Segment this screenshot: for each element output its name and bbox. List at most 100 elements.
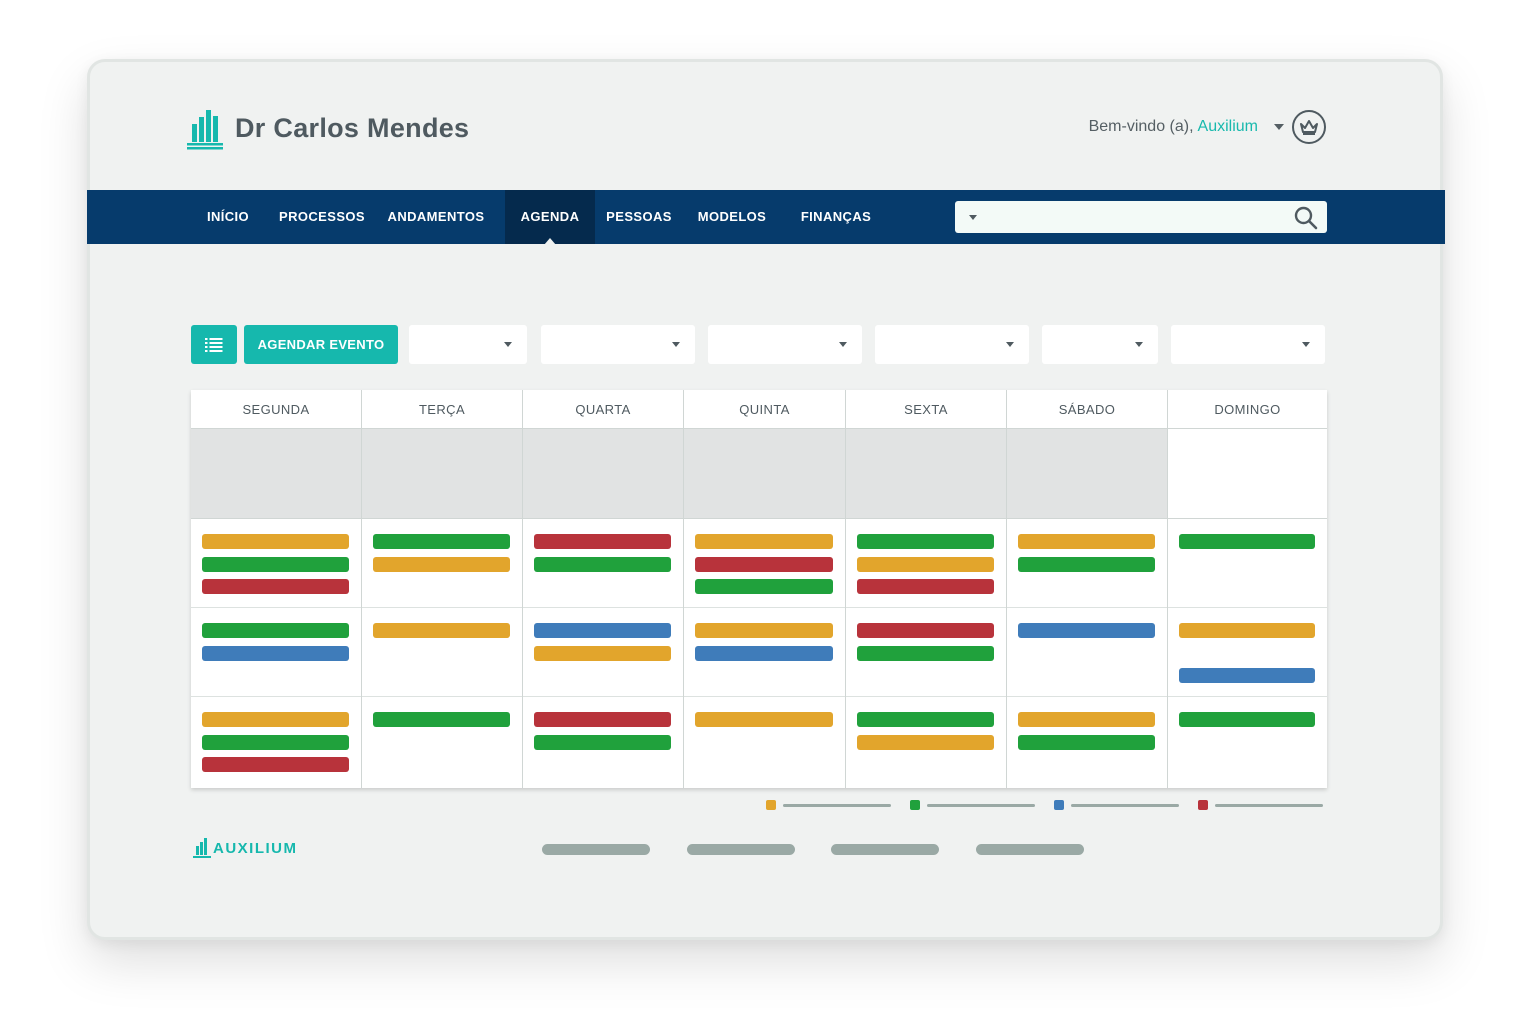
calendar-cell[interactable] xyxy=(1007,519,1167,608)
calendar-cell[interactable] xyxy=(1168,608,1327,697)
event-bar-green[interactable] xyxy=(202,734,349,750)
day-header: QUARTA xyxy=(523,390,683,429)
footer-link[interactable] xyxy=(831,844,939,855)
nav-item-processos[interactable]: PROCESSOS xyxy=(279,209,365,224)
calendar-cell[interactable] xyxy=(362,608,522,697)
event-bar-orange[interactable] xyxy=(373,623,510,638)
calendar-cell[interactable] xyxy=(684,519,845,608)
list-view-button[interactable] xyxy=(191,325,237,364)
event-bar-red[interactable] xyxy=(857,623,994,638)
footer-brand[interactable]: AUXILIUM xyxy=(193,837,298,859)
nav-item-agenda[interactable]: AGENDA xyxy=(505,190,595,245)
event-bar-green[interactable] xyxy=(202,556,349,572)
event-bar-orange[interactable] xyxy=(857,556,994,572)
event-bar-orange[interactable] xyxy=(373,556,510,572)
search-input[interactable] xyxy=(985,205,1285,229)
filter-select-5[interactable] xyxy=(1042,325,1158,364)
event-bar-green[interactable] xyxy=(1018,734,1155,750)
calendar-cell[interactable] xyxy=(191,608,361,697)
event-bar-green[interactable] xyxy=(373,712,510,727)
nav-item-inicio[interactable]: INÍCIO xyxy=(206,209,250,224)
calendar-cell[interactable] xyxy=(362,429,522,519)
calendar-cell[interactable] xyxy=(523,608,683,697)
event-bar-green[interactable] xyxy=(857,645,994,661)
calendar-cell[interactable] xyxy=(1168,519,1327,608)
event-bar-green[interactable] xyxy=(534,556,671,572)
event-bar-orange[interactable] xyxy=(695,534,833,549)
event-bar-blue[interactable] xyxy=(1179,668,1315,683)
event-bar-green[interactable] xyxy=(1179,712,1315,727)
event-bar-orange[interactable] xyxy=(202,712,349,727)
event-bar-orange[interactable] xyxy=(695,623,833,638)
event-bar-green[interactable] xyxy=(695,579,833,594)
footer-link[interactable] xyxy=(687,844,795,855)
calendar-cell[interactable] xyxy=(846,608,1006,697)
calendar-cell[interactable] xyxy=(846,697,1006,786)
search-icon[interactable] xyxy=(1293,205,1319,231)
event-bar-orange[interactable] xyxy=(857,734,994,750)
event-bar-blue[interactable] xyxy=(534,623,671,638)
event-bar-red[interactable] xyxy=(534,534,671,549)
event-bar-green[interactable] xyxy=(857,534,994,549)
event-bar-green[interactable] xyxy=(534,734,671,750)
avatar[interactable] xyxy=(1292,110,1326,144)
event-bar-orange[interactable] xyxy=(1018,534,1155,549)
event-bar-green[interactable] xyxy=(1179,534,1315,549)
event-bar-green[interactable] xyxy=(373,534,510,549)
calendar-cell[interactable] xyxy=(1168,697,1327,786)
event-bar-orange[interactable] xyxy=(1179,623,1315,638)
event-bar-red[interactable] xyxy=(534,712,671,727)
event-bar-green[interactable] xyxy=(202,623,349,638)
user-name-link[interactable]: Auxilium xyxy=(1197,118,1258,135)
nav-item-financas[interactable]: FINANÇAS xyxy=(800,209,872,224)
filter-select-6[interactable] xyxy=(1171,325,1325,364)
event-bar-blue[interactable] xyxy=(202,645,349,661)
calendar-cell[interactable] xyxy=(191,519,361,608)
nav-item-pessoas[interactable]: PESSOAS xyxy=(606,209,672,224)
calendar-cell[interactable] xyxy=(362,519,522,608)
nav-item-andamentos[interactable]: ANDAMENTOS xyxy=(387,209,485,224)
filter-select-1[interactable] xyxy=(409,325,527,364)
calendar-cell[interactable] xyxy=(191,697,361,786)
footer-link[interactable] xyxy=(542,844,650,855)
legend-swatch xyxy=(910,800,920,810)
event-bar-orange[interactable] xyxy=(534,645,671,661)
calendar-cell[interactable] xyxy=(523,429,683,519)
calendar-cell[interactable] xyxy=(1168,429,1327,519)
nav-item-modelos[interactable]: MODELOS xyxy=(697,209,767,224)
chevron-down-icon[interactable] xyxy=(1274,124,1284,130)
event-bar-orange[interactable] xyxy=(202,534,349,549)
event-bar-blue[interactable] xyxy=(1018,623,1155,638)
schedule-event-button[interactable]: AGENDAR EVENTO xyxy=(244,325,398,364)
event-bar-orange[interactable] xyxy=(695,712,833,727)
calendar-cell[interactable] xyxy=(684,429,845,519)
event-bar-orange[interactable] xyxy=(1018,712,1155,727)
search-filter-dropdown[interactable] xyxy=(969,215,977,220)
day-column-quarta: QUARTA xyxy=(523,390,684,788)
event-bar-red[interactable] xyxy=(695,556,833,572)
calendar-cell[interactable] xyxy=(523,519,683,608)
calendar-cell[interactable] xyxy=(846,519,1006,608)
calendar-cell[interactable] xyxy=(523,697,683,786)
calendar-cell[interactable] xyxy=(362,697,522,786)
calendar-cell[interactable] xyxy=(1007,697,1167,786)
event-bar-green[interactable] xyxy=(857,712,994,727)
filter-select-4[interactable] xyxy=(875,325,1029,364)
event-bar-green[interactable] xyxy=(1018,556,1155,572)
calendar-cell[interactable] xyxy=(191,429,361,519)
welcome-text: Bem-vindo (a), xyxy=(1088,118,1194,135)
event-bar-blue[interactable] xyxy=(695,645,833,661)
calendar-cell[interactable] xyxy=(1007,429,1167,519)
brand[interactable]: Dr Carlos Mendes xyxy=(186,106,469,150)
event-bar-red[interactable] xyxy=(857,579,994,594)
calendar-cell[interactable] xyxy=(684,697,845,786)
filter-select-2[interactable] xyxy=(541,325,695,364)
event-bar-red[interactable] xyxy=(202,757,349,772)
calendar-cell[interactable] xyxy=(1007,608,1167,697)
calendar-cell[interactable] xyxy=(846,429,1006,519)
footer-link[interactable] xyxy=(976,844,1084,855)
calendar-cell[interactable] xyxy=(684,608,845,697)
event-bar-red[interactable] xyxy=(202,579,349,594)
user-menu[interactable]: Bem-vindo (a), Auxilium xyxy=(1089,110,1326,144)
filter-select-3[interactable] xyxy=(708,325,862,364)
